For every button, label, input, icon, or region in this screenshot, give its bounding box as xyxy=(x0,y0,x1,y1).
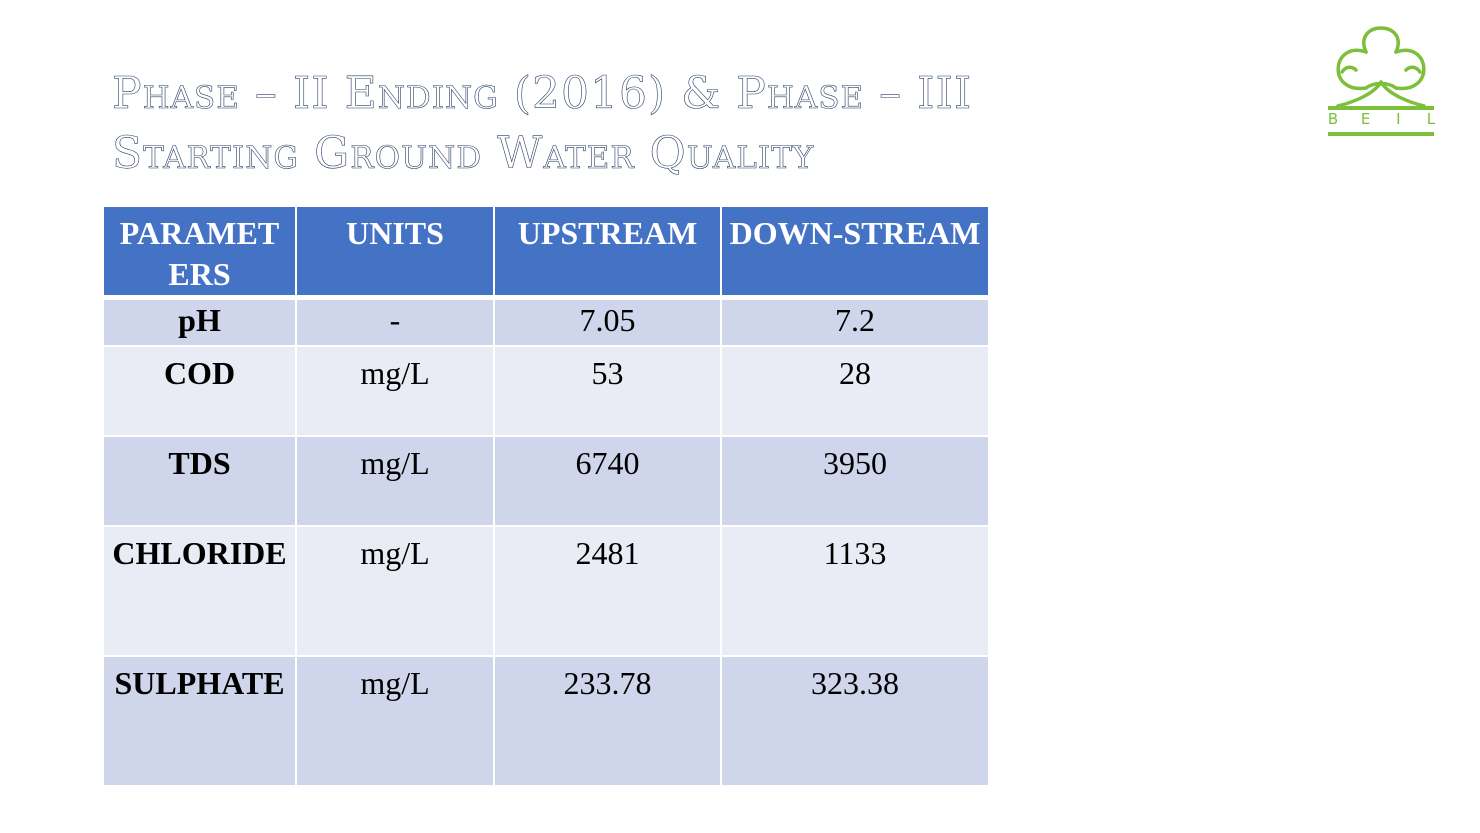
cell-upstream: 7.05 xyxy=(493,296,722,347)
logo-letter: E xyxy=(1360,110,1371,128)
cell-parameter: CHLORIDE xyxy=(102,524,297,657)
header-upstream: UPSTREAM xyxy=(493,205,722,300)
cell-parameter: COD xyxy=(102,344,297,437)
cell-downstream: 28 xyxy=(720,344,990,437)
cell-units: mg/L xyxy=(295,434,495,527)
cell-downstream: 1133 xyxy=(720,524,990,657)
cell-parameter: TDS xyxy=(102,434,297,527)
cell-upstream: 53 xyxy=(493,344,722,437)
cell-upstream: 6740 xyxy=(493,434,722,527)
cell-downstream: 3950 xyxy=(720,434,990,527)
cell-upstream: 233.78 xyxy=(493,654,722,787)
cell-downstream: 323.38 xyxy=(720,654,990,787)
header-parameters: PARAMET ERS xyxy=(102,205,297,300)
table-header-row: PARAMET ERS UNITS UPSTREAM DOWN-STREAM xyxy=(102,205,990,300)
slide-title-line-2: Starting Ground Water Quality xyxy=(112,128,815,180)
table-row: SULPHATE mg/L 233.78 323.38 xyxy=(102,654,990,787)
logo-letter: B xyxy=(1327,110,1339,128)
cell-parameter: SULPHATE xyxy=(102,654,297,787)
cell-units: - xyxy=(295,296,495,347)
beil-logo-icon xyxy=(1328,26,1434,136)
table-row: TDS mg/L 6740 3950 xyxy=(102,434,990,527)
cell-units: mg/L xyxy=(295,654,495,787)
header-units: UNITS xyxy=(295,205,495,300)
logo-letter: L xyxy=(1426,110,1436,128)
cell-parameter: pH xyxy=(102,296,297,347)
slide-title-line-1: Phase – II Ending (2016) & Phase – III xyxy=(112,68,973,120)
logo-letter: I xyxy=(1396,110,1401,128)
cell-upstream: 2481 xyxy=(493,524,722,657)
slide-title: Phase – II Ending (2016) & Phase – III S… xyxy=(112,64,1192,184)
cell-units: mg/L xyxy=(295,344,495,437)
cell-units: mg/L xyxy=(295,524,495,657)
header-downstream: DOWN-STREAM xyxy=(720,205,990,300)
water-quality-table: PARAMET ERS UNITS UPSTREAM DOWN-STREAM p… xyxy=(102,205,990,787)
table-row: pH - 7.05 7.2 xyxy=(102,296,990,347)
beil-logo-text: B E I L xyxy=(1326,110,1438,128)
table-row: COD mg/L 53 28 xyxy=(102,344,990,437)
table-row: CHLORIDE mg/L 2481 1133 xyxy=(102,524,990,657)
cell-downstream: 7.2 xyxy=(720,296,990,347)
